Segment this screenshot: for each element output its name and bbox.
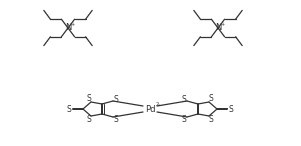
Text: S: S: [87, 115, 92, 124]
Text: Pd: Pd: [145, 105, 155, 113]
Text: S: S: [113, 114, 118, 124]
Text: +: +: [221, 21, 225, 27]
Text: S: S: [209, 94, 213, 103]
Text: +: +: [71, 21, 75, 27]
Text: S: S: [229, 105, 233, 113]
Text: S: S: [182, 94, 186, 104]
Text: 2-: 2-: [156, 102, 160, 107]
Text: N: N: [65, 24, 71, 33]
Text: N: N: [215, 24, 221, 33]
Text: S: S: [87, 94, 92, 103]
Text: S: S: [113, 94, 118, 104]
Text: S: S: [67, 105, 71, 113]
Text: S: S: [209, 115, 213, 124]
Text: S: S: [182, 114, 186, 124]
